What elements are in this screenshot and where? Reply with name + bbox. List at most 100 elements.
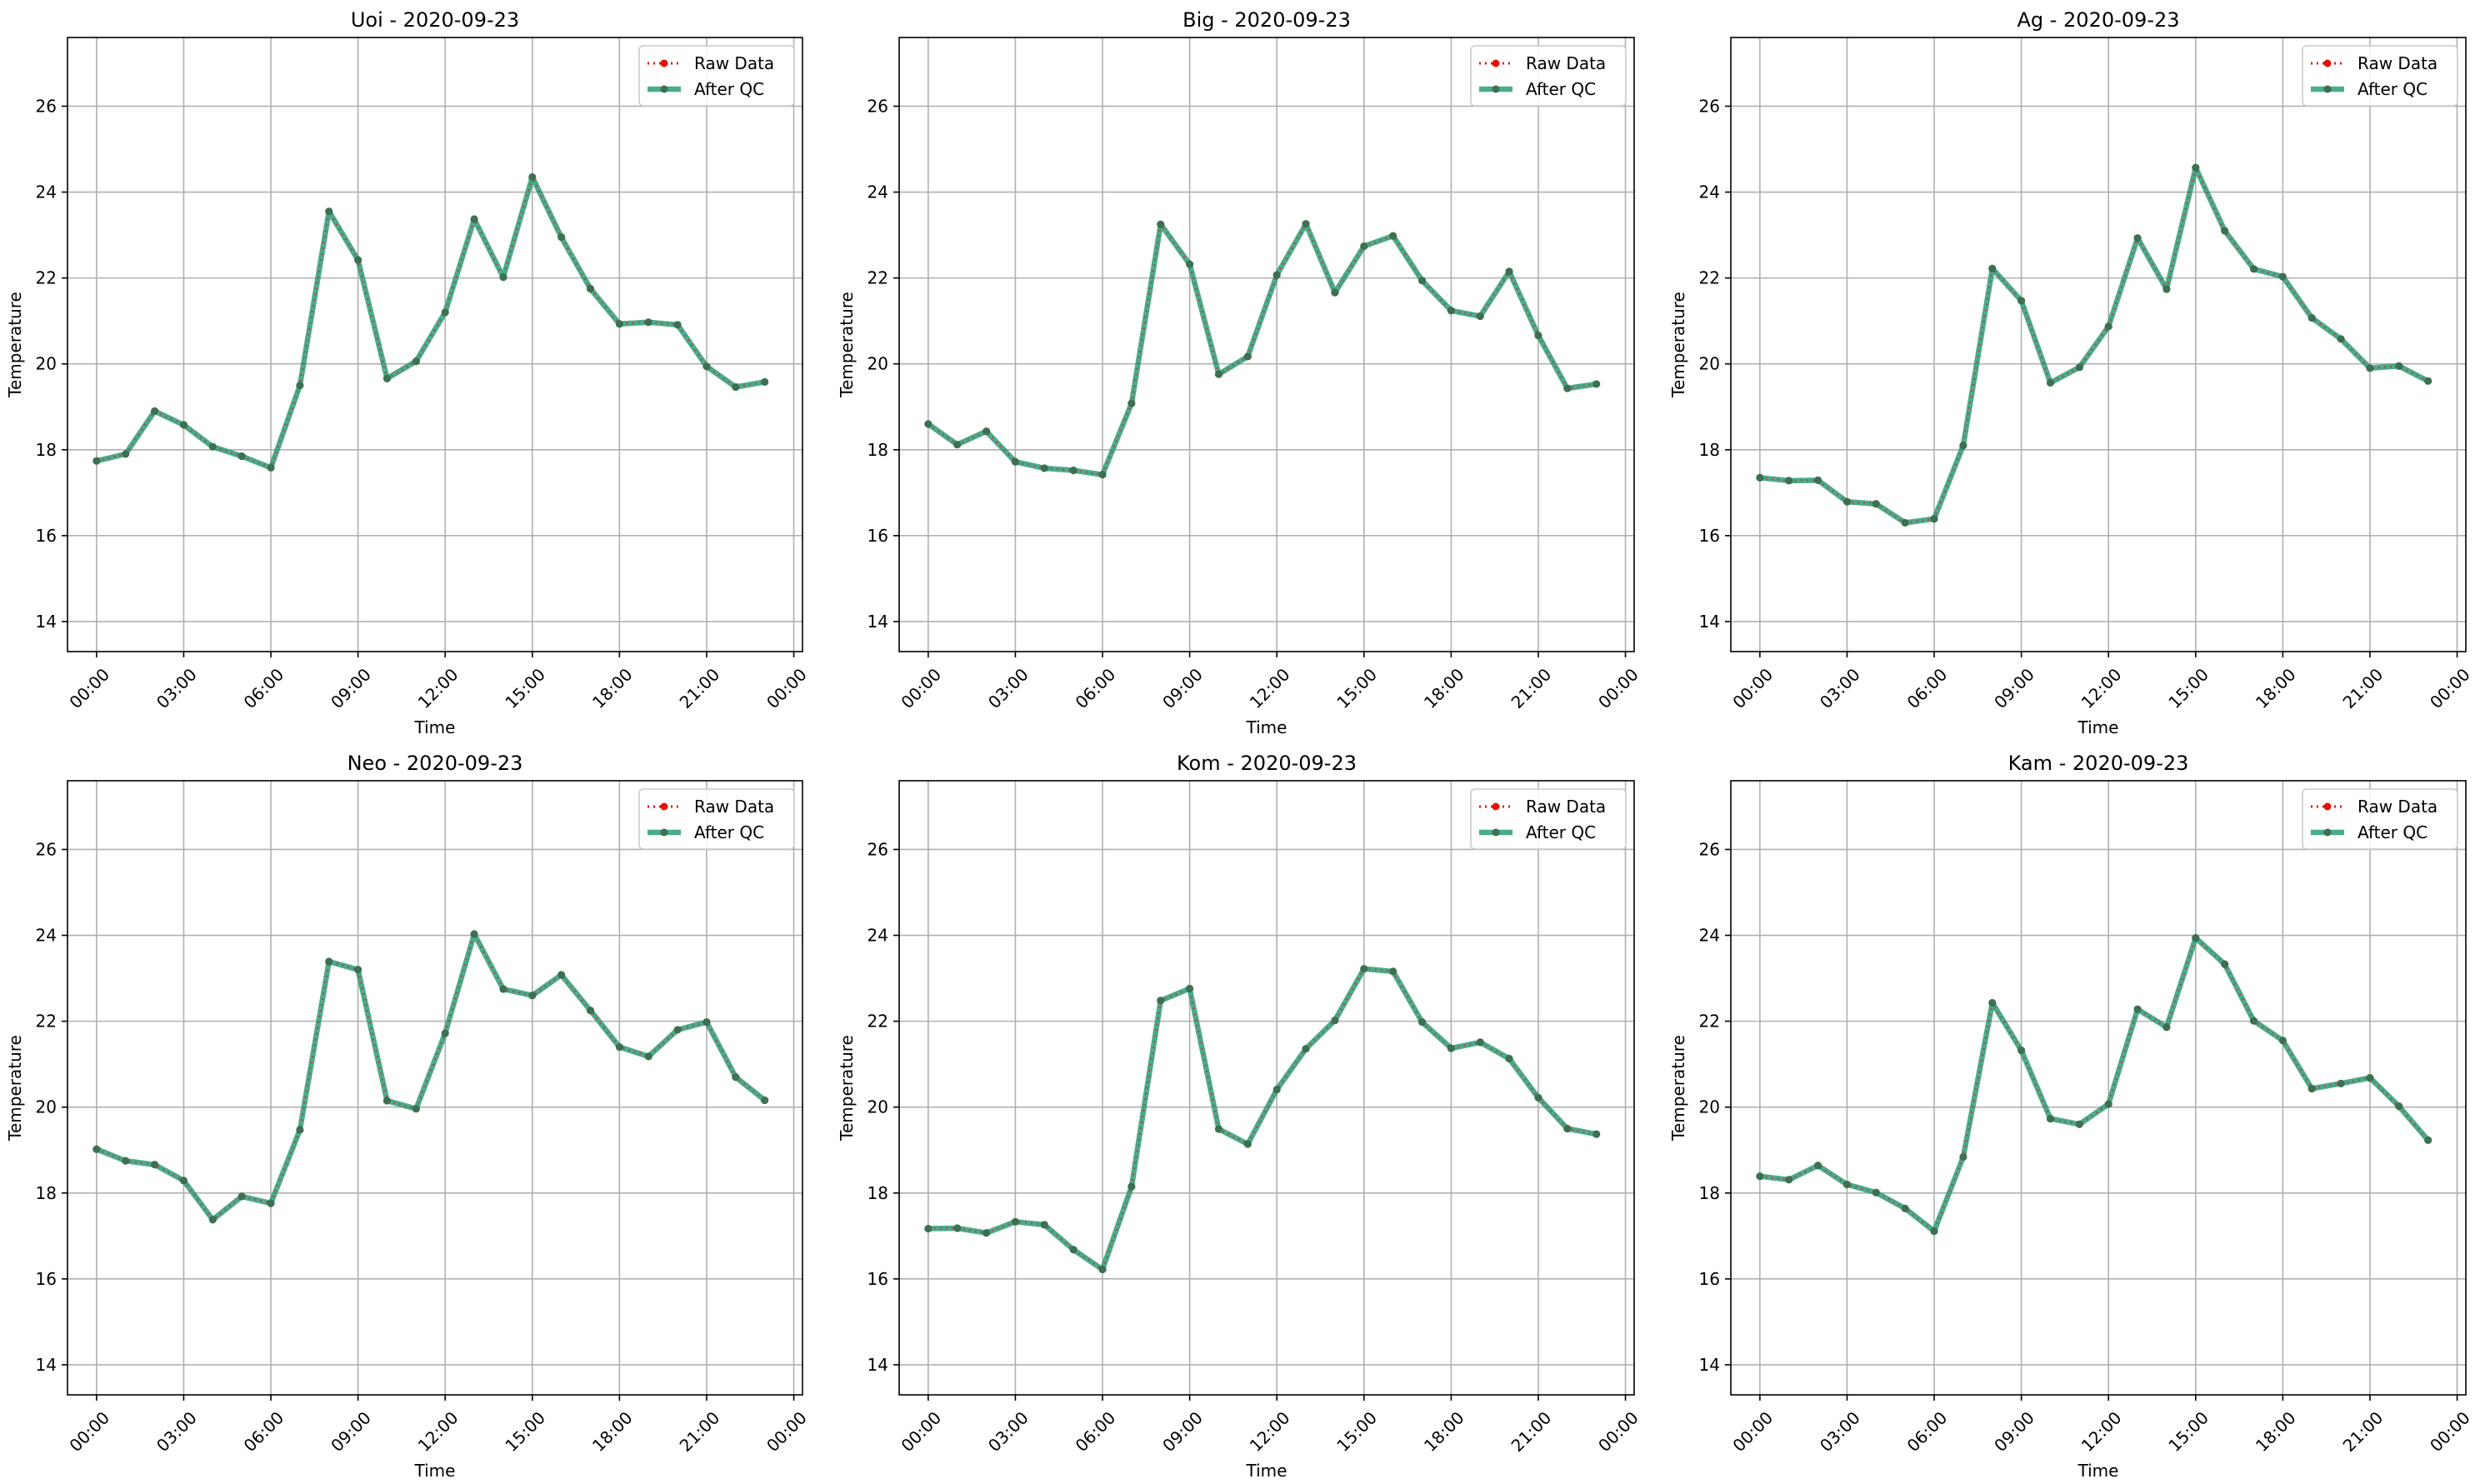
data-point-after-qc xyxy=(1389,967,1398,976)
legend: Raw Data After QC xyxy=(1470,45,1627,107)
x-tick-label: 00:00 xyxy=(1728,664,1777,712)
series-line-after-qc xyxy=(1759,935,2431,1234)
x-tick-label: 18:00 xyxy=(588,664,637,712)
data-point-after-qc xyxy=(2133,234,2142,242)
data-point-after-qc xyxy=(1272,1085,1281,1094)
y-tick-label: 22 xyxy=(36,1012,57,1032)
data-point-after-qc xyxy=(267,1199,275,1207)
data-point-after-qc xyxy=(296,381,304,390)
y-tick-label: 14 xyxy=(36,1355,57,1375)
legend-label-after-qc: After QC xyxy=(2358,822,2428,842)
y-tick-label: 26 xyxy=(1699,96,1720,116)
x-tick-label: 00:00 xyxy=(762,664,811,712)
data-point-after-qc xyxy=(2075,363,2083,372)
data-point-after-qc xyxy=(673,321,682,329)
x-tick-label: 18:00 xyxy=(2252,664,2300,712)
x-axis-label: Time xyxy=(414,717,456,737)
series-line-after-qc xyxy=(95,931,767,1222)
data-point-after-qc xyxy=(2133,1005,2142,1013)
data-point-after-qc xyxy=(267,463,275,472)
chart-title: Big - 2020-09-23 xyxy=(1182,8,1351,32)
data-point-after-qc xyxy=(2192,163,2200,172)
data-point-after-qc xyxy=(1813,1162,1822,1170)
x-tick-label: 09:00 xyxy=(1158,1407,1207,1456)
x-tick-label: 12:00 xyxy=(2078,664,2126,712)
data-point-after-qc xyxy=(586,1007,595,1015)
y-tick-label: 20 xyxy=(1699,354,1720,374)
x-tick-label: 15:00 xyxy=(1332,664,1381,712)
y-tick-label: 16 xyxy=(36,1269,57,1289)
data-point-after-qc xyxy=(2192,934,2200,942)
data-point-after-qc xyxy=(615,1042,623,1052)
x-tick-label: 21:00 xyxy=(1508,664,1556,712)
x-tick-label: 09:00 xyxy=(327,664,375,712)
data-point-after-qc xyxy=(238,1192,246,1201)
data-point-after-qc xyxy=(1040,1221,1048,1229)
data-point-after-qc xyxy=(150,1161,159,1169)
data-point-after-qc xyxy=(528,172,537,182)
data-point-after-qc xyxy=(2018,297,2026,305)
data-point-after-qc xyxy=(702,1018,711,1027)
data-point-after-qc xyxy=(179,1177,188,1185)
data-point-after-qc xyxy=(2424,377,2432,385)
x-tick-label: 18:00 xyxy=(588,1407,637,1456)
y-tick-label: 20 xyxy=(36,354,57,374)
data-point-after-qc xyxy=(1756,473,1764,482)
x-tick-label: 03:00 xyxy=(984,664,1032,712)
x-tick-label: 09:00 xyxy=(1990,664,2038,712)
legend-label-raw-data: Raw Data xyxy=(694,53,774,73)
y-tick-label: 26 xyxy=(36,839,57,859)
data-point-after-qc xyxy=(2249,1017,2258,1025)
data-point-after-qc xyxy=(1842,1180,1852,1189)
y-tick-label: 26 xyxy=(36,96,57,116)
data-point-after-qc xyxy=(325,207,333,216)
data-point-after-qc xyxy=(644,1052,652,1061)
data-point-after-qc xyxy=(761,377,769,386)
data-point-after-qc xyxy=(1930,1227,1938,1236)
data-point-after-qc xyxy=(1272,271,1281,279)
x-tick-label: 00:00 xyxy=(65,1407,113,1456)
data-point-after-qc xyxy=(732,382,740,392)
y-tick-label: 22 xyxy=(868,1012,888,1032)
data-point-after-qc xyxy=(354,256,362,264)
x-tick-label: 12:00 xyxy=(414,664,462,712)
chart-panel: 14 16 18 20 22 24 26 00:00 03:00 06:00 09:00 12:00 1… xyxy=(837,752,1642,1481)
x-tick-label: 21:00 xyxy=(2339,664,2388,712)
x-tick-label: 03:00 xyxy=(984,1407,1032,1456)
plot-frame xyxy=(67,780,803,1396)
x-axis-label: Time xyxy=(1246,717,1288,737)
data-point-after-qc xyxy=(982,1229,991,1237)
data-point-after-qc xyxy=(1331,1016,1339,1025)
data-point-after-qc xyxy=(1418,1018,1427,1027)
chart-title: Kom - 2020-09-23 xyxy=(1177,752,1357,775)
x-tick-label: 12:00 xyxy=(414,1407,462,1456)
data-point-after-qc xyxy=(1011,1217,1020,1226)
data-point-after-qc xyxy=(1098,1265,1107,1274)
x-axis-label: Time xyxy=(1246,1461,1288,1481)
legend-marker-after-qc xyxy=(2323,828,2332,837)
data-point-after-qc xyxy=(1592,380,1601,388)
x-tick-label: 00:00 xyxy=(1594,1407,1642,1456)
y-tick-label: 18 xyxy=(36,440,57,460)
x-tick-label: 06:00 xyxy=(1903,664,1952,712)
data-point-after-qc xyxy=(2337,335,2345,343)
data-point-after-qc xyxy=(354,966,362,974)
legend-label-raw-data: Raw Data xyxy=(694,797,774,817)
x-tick-label: 06:00 xyxy=(1072,664,1120,712)
y-tick-label: 22 xyxy=(868,268,888,288)
data-point-after-qc xyxy=(1563,1124,1572,1133)
data-point-after-qc xyxy=(1128,1182,1136,1191)
legend-label-after-qc: After QC xyxy=(694,822,764,842)
y-axis-label: Temperature xyxy=(5,1035,25,1142)
y-tick-label: 18 xyxy=(868,440,888,460)
y-tick-label: 14 xyxy=(868,612,888,632)
data-point-after-qc xyxy=(208,1216,217,1224)
y-tick-label: 24 xyxy=(1699,926,1720,946)
x-tick-label: 06:00 xyxy=(240,1407,288,1456)
y-tick-label: 24 xyxy=(868,182,888,202)
data-point-after-qc xyxy=(382,374,392,382)
x-tick-label: 15:00 xyxy=(501,1407,549,1456)
chart-title: Neo - 2020-09-23 xyxy=(348,752,523,775)
x-tick-label: 00:00 xyxy=(1594,664,1642,712)
data-point-after-qc xyxy=(1186,260,1194,268)
